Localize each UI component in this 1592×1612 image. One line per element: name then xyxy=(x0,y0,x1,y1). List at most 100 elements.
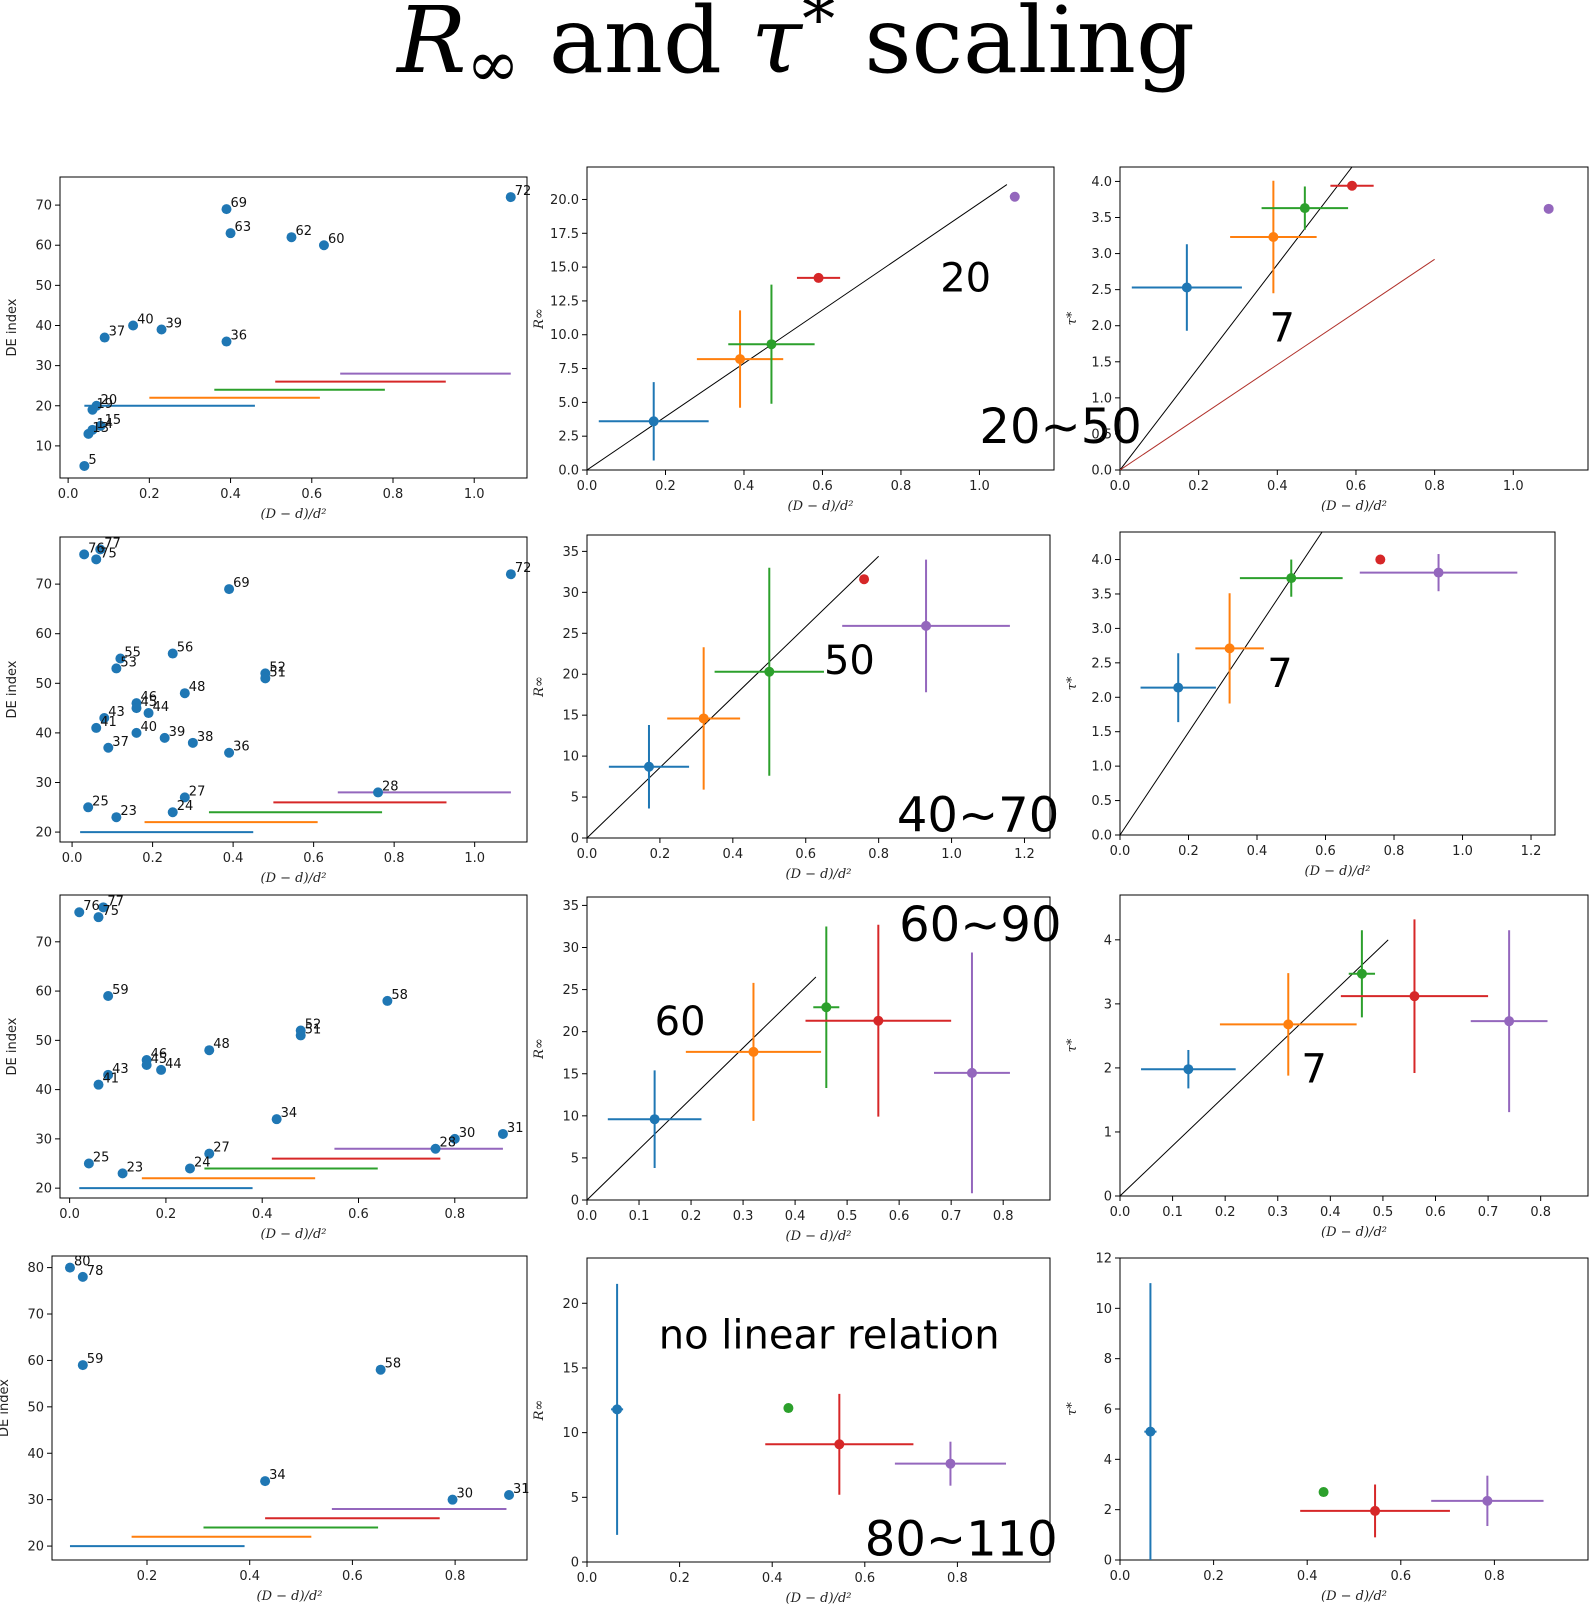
point-label: 59 xyxy=(87,1352,104,1367)
data-point xyxy=(447,1494,458,1505)
annotation-text: 7 xyxy=(1267,651,1292,697)
y-axis-label: R∞ xyxy=(532,676,547,698)
y-tick-label: 70 xyxy=(27,1308,44,1323)
point-label: 44 xyxy=(153,700,170,715)
y-tick-label: 70 xyxy=(35,199,52,214)
data-point xyxy=(204,1045,215,1056)
fit-line xyxy=(1120,532,1323,835)
x-axis-label: (D − d)/d² xyxy=(786,1591,852,1606)
x-tick-label: 0.4 xyxy=(1297,1569,1318,1584)
plot-frame xyxy=(59,894,528,1199)
y-tick-label: 5 xyxy=(571,791,579,806)
x-tick-label: 0.2 xyxy=(142,851,163,866)
errorbar-green xyxy=(783,1403,794,1414)
point-label: 34 xyxy=(269,1468,286,1483)
data-point xyxy=(430,1143,441,1154)
fit-line xyxy=(587,976,817,1200)
x-tick-label: 0.2 xyxy=(655,479,676,494)
errorbar-green xyxy=(1261,186,1349,230)
x-axis-label: (D − d)/d² xyxy=(257,1589,323,1604)
y-tick-label: 7.5 xyxy=(558,362,579,377)
y-tick-label: 40 xyxy=(27,1447,44,1462)
y-tick-label: 0 xyxy=(1104,1554,1112,1569)
y-tick-label: 60 xyxy=(35,239,52,254)
plot-frame xyxy=(1119,166,1589,471)
title-and: and xyxy=(520,0,751,94)
mean-point xyxy=(1283,1019,1294,1030)
mean-point xyxy=(966,1067,977,1078)
y-tick-label: 20 xyxy=(35,826,52,841)
x-tick-label: 0.4 xyxy=(223,851,244,866)
x-tick-label: 0.4 xyxy=(785,1209,806,1224)
plot-frame xyxy=(51,1255,528,1561)
y-tick-label: 0 xyxy=(571,1194,579,1209)
x-tick-label: 0.8 xyxy=(1484,1569,1505,1584)
data-point xyxy=(504,1490,515,1501)
x-tick-label: 0.4 xyxy=(1247,844,1268,859)
y-axis-label: DE index xyxy=(5,1017,20,1075)
x-axis-label: (D − d)/d² xyxy=(261,507,327,522)
data-point xyxy=(505,192,516,203)
y-axis-label: τ* xyxy=(1065,1038,1080,1052)
mean-point xyxy=(1482,1495,1493,1506)
point-label: 51 xyxy=(305,1022,322,1037)
point-label: 25 xyxy=(92,794,109,809)
errorbar-red xyxy=(1375,554,1386,565)
panel-r4c3: 0.0 0.2 0.4 0.6 0.8 0 2 4 6 8 10 12 (D − d)/d² τ* xyxy=(1065,1252,1589,1604)
point-label: 56 xyxy=(177,641,194,656)
annotation-text: 60 xyxy=(655,999,706,1045)
point-label: 69 xyxy=(233,576,250,591)
x-axis-label: (D − d)/d² xyxy=(1321,1589,1387,1604)
point-label: 5 xyxy=(88,453,96,468)
y-tick-label: 60 xyxy=(35,985,52,1000)
data-point xyxy=(373,787,384,798)
y-tick-label: 50 xyxy=(35,1034,52,1049)
errorbar-orange xyxy=(1219,973,1357,1076)
x-tick-label: 0.6 xyxy=(301,487,322,502)
errorbar-purple xyxy=(894,1441,1007,1486)
y-axis-label: R∞ xyxy=(532,308,547,330)
y-tick-label: 5.0 xyxy=(558,396,579,411)
x-axis-label: (D − d)/d² xyxy=(1321,499,1387,514)
x-tick-label: 0.2 xyxy=(669,1571,690,1586)
errorbar-green xyxy=(1318,1487,1329,1498)
x-tick-label: 0.6 xyxy=(1346,479,1367,494)
errorbar-red xyxy=(765,1393,914,1495)
plot-frame xyxy=(586,534,1051,839)
y-tick-label: 50 xyxy=(35,677,52,692)
plot-frame xyxy=(1119,894,1589,1197)
annotation-text: 80~110 xyxy=(865,1512,1058,1568)
title-tau: τ xyxy=(751,0,804,94)
title-r-subscript: ∞ xyxy=(466,28,519,102)
y-tick-label: 0 xyxy=(1104,1190,1112,1205)
x-tick-label: 0.2 xyxy=(137,1569,158,1584)
data-point xyxy=(286,232,297,243)
x-tick-label: 1.0 xyxy=(1452,844,1473,859)
y-axis-label: τ* xyxy=(1065,676,1080,690)
point-label: 41 xyxy=(103,1072,120,1087)
mean-point xyxy=(698,713,709,724)
y-tick-label: 0.0 xyxy=(558,464,579,479)
data-point xyxy=(382,995,393,1006)
data-point xyxy=(111,663,122,674)
x-tick-label: 0.0 xyxy=(577,479,598,494)
mean-point xyxy=(1409,991,1420,1002)
plot-area xyxy=(79,544,516,834)
y-tick-label: 20 xyxy=(27,1540,44,1555)
panel-r3c3: 0.0 0.1 0.2 0.3 0.4 0.5 0.6 0.7 0.8 0 1 2 3 4 (D − d)/… xyxy=(1065,894,1589,1240)
x-tick-label: 0.2 xyxy=(650,847,671,862)
errorbar-orange xyxy=(1195,593,1264,704)
plot-frame xyxy=(586,166,1055,471)
data-point xyxy=(179,792,190,803)
x-tick-label: 0.0 xyxy=(577,847,598,862)
y-tick-label: 30 xyxy=(562,586,579,601)
data-point xyxy=(117,1168,128,1179)
errorbar-blue xyxy=(607,1070,702,1169)
x-axis-label: (D − d)/d² xyxy=(1321,1225,1387,1240)
data-point xyxy=(93,1079,104,1090)
y-tick-label: 0.0 xyxy=(1091,464,1112,479)
point-label: 52 xyxy=(305,1017,322,1032)
annotation-text: 60~90 xyxy=(899,897,1061,953)
y-tick-label: 20 xyxy=(35,1182,52,1197)
